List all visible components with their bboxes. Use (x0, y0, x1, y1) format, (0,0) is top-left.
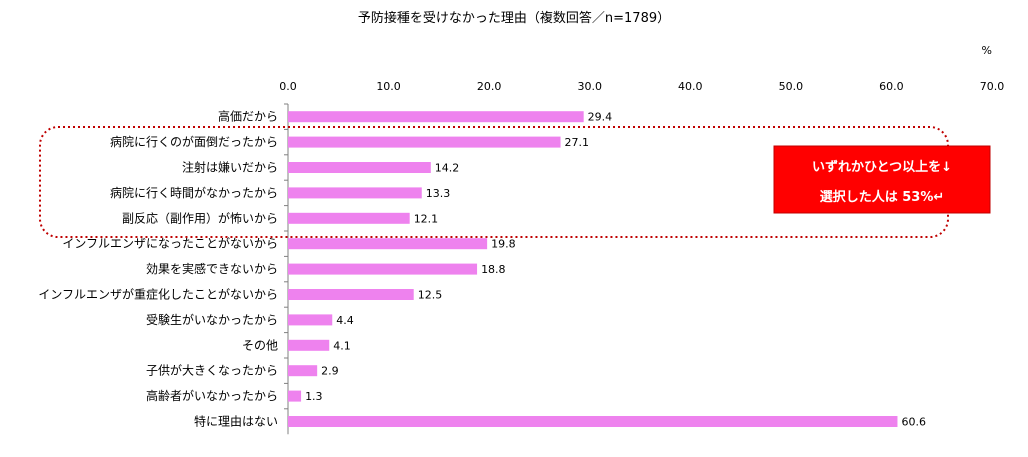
x-tick-label: 30.0 (577, 80, 602, 93)
bar (288, 314, 333, 326)
value-label: 12.5 (418, 289, 443, 302)
value-label: 27.1 (565, 136, 590, 149)
bar (288, 111, 584, 123)
x-tick-label: 40.0 (678, 80, 703, 93)
bar (288, 212, 410, 224)
callout-line-1: いずれかひとつ以上を↓ (812, 159, 952, 175)
x-tick-label: 10.0 (376, 80, 401, 93)
category-label: インフルエンザになったことがないから (62, 236, 278, 251)
bar (288, 136, 561, 148)
value-label: 4.4 (336, 314, 354, 327)
value-label: 13.3 (426, 187, 451, 200)
category-label: 高価だから (218, 109, 278, 124)
chart-title: 予防接種を受けなかった理由（複数回答／n=1789） (358, 10, 670, 26)
category-label: 効果を実感できないから (146, 261, 278, 276)
category-label: 子供が大きくなったから (146, 363, 278, 378)
x-tick-label: 20.0 (477, 80, 502, 93)
value-label: 12.1 (414, 212, 439, 225)
bar (288, 390, 302, 402)
category-label: インフルエンザが重症化したことがないから (38, 287, 278, 302)
category-label: 病院に行く時間がなかったから (110, 185, 278, 200)
category-label: 高齢者がいなかったから (146, 388, 278, 403)
unit-label: % (982, 44, 992, 57)
bar (288, 162, 431, 173)
bar (288, 187, 422, 199)
bar (288, 365, 318, 377)
callout-box: いずれかひとつ以上を↓ 選択した人は 53%↵ (773, 145, 991, 214)
value-label: 1.3 (305, 390, 323, 403)
value-label: 60.6 (901, 416, 926, 429)
bar (288, 339, 330, 351)
category-label: 病院に行くのが面倒だったから (110, 134, 278, 149)
callout-background (773, 145, 991, 214)
value-label: 19.8 (491, 238, 516, 251)
category-label: 受験生がいなかったから (146, 312, 278, 327)
value-label: 14.2 (435, 162, 460, 175)
value-label: 18.8 (481, 263, 506, 276)
category-label: 副反応（副作用）が怖いから (122, 210, 278, 225)
bar (288, 238, 488, 250)
callout-line-2: 選択した人は 53%↵ (820, 189, 945, 205)
bar (288, 263, 478, 275)
x-tick-label: 70.0 (980, 80, 1005, 93)
value-label: 2.9 (321, 365, 339, 378)
category-label: 注射は嫌いだから (182, 160, 278, 175)
x-tick-label: 50.0 (779, 80, 804, 93)
bar (288, 289, 414, 300)
x-tick-label: 60.0 (879, 80, 904, 93)
highlight-dotted-outline (39, 126, 949, 238)
value-label: 29.4 (588, 111, 613, 124)
category-label: 特に理由はない (194, 414, 278, 429)
bar (288, 416, 898, 427)
value-label: 4.1 (333, 339, 351, 352)
category-label: その他 (242, 338, 278, 352)
x-tick-label: 0.0 (279, 80, 297, 93)
